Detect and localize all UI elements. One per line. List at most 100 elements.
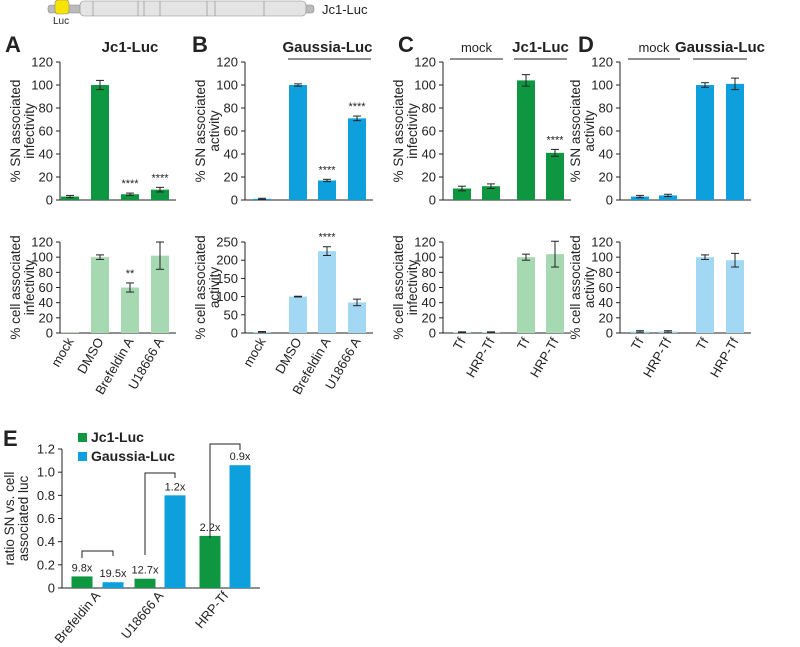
y-tick-label: 50 (224, 307, 238, 322)
comparison-bracket (209, 443, 241, 538)
y-tick-label: 60 (599, 124, 613, 139)
bar (482, 186, 500, 200)
bar (91, 85, 109, 200)
group-label: Gaussia-Luc (675, 39, 765, 56)
y-tick-label: 100 (31, 78, 53, 93)
bar (726, 83, 744, 200)
y-tick-label: 120 (591, 55, 613, 70)
x-tick-label: Tf (693, 335, 712, 353)
subplot-top: 0 20 40 60 80 100 120 % SN associated infectivit… (391, 55, 571, 208)
y-tick-label: 60 (599, 280, 613, 295)
x-tick-label: HRP-Tf (707, 335, 742, 380)
x-tick-label: HRP-Tf (192, 588, 232, 631)
subplot-top: 0 20 40 60 80 100 120 % SN associated infectivit… (8, 55, 176, 208)
panel-label: D (578, 32, 594, 57)
bar (696, 85, 714, 200)
bar (726, 260, 744, 333)
y-tick-label: 1.0 (37, 465, 55, 480)
fold-label: 1.2x (165, 481, 186, 493)
y-tick-label: 1.2 (37, 442, 55, 457)
y-tick-label: 100 (414, 250, 436, 265)
significance-stars: **** (318, 164, 336, 176)
y-tick-label: 200 (216, 253, 238, 268)
y-tick-label: 20 (39, 170, 53, 185)
group-label: Jc1-Luc (512, 39, 569, 56)
y-tick-label: 40 (599, 295, 613, 310)
significance-stars: ** (126, 268, 135, 280)
bar (151, 189, 169, 200)
y-tick-label: 100 (216, 289, 238, 304)
x-tick-label: Brefeldin A (51, 588, 103, 646)
bar (517, 80, 535, 200)
y-tick-label: 20 (422, 310, 436, 325)
y-axis-label: infectivity (405, 103, 420, 159)
bar (289, 85, 307, 200)
y-tick-label: 40 (224, 147, 238, 162)
bar (517, 257, 535, 333)
y-tick-label: 250 (216, 235, 238, 250)
y-axis-label: % SN associated (8, 80, 23, 183)
y-axis-label: activity (207, 267, 222, 309)
y-axis-label: % SN associated (391, 80, 406, 183)
bar (453, 188, 471, 200)
y-tick-label: 120 (31, 55, 53, 70)
y-axis-label: associated luc (16, 475, 31, 561)
y-tick-label: 0.2 (37, 557, 55, 572)
y-tick-label: 120 (414, 55, 436, 70)
legend-label: Jc1-Luc (91, 429, 144, 445)
y-axis-label: % cell associated (193, 235, 208, 339)
panel-label: B (192, 32, 208, 57)
bar (546, 254, 564, 333)
y-tick-label: 60 (224, 124, 238, 139)
group-label: mock (461, 40, 493, 55)
y-tick-label: 100 (591, 250, 613, 265)
y-tick-label: 80 (224, 101, 238, 116)
panel-e: E 0 0.2 0.4 0.6 0.8 1.0 1.2 ratio SN vs. cell ass… (2, 426, 260, 646)
comparison-bracket (144, 472, 176, 555)
bar (546, 152, 564, 200)
y-axis-label: activity (582, 267, 597, 309)
subplot-top: 0 20 40 60 80 100 120 % SN associated activity **… (193, 55, 373, 208)
y-tick-label: 80 (422, 101, 436, 116)
panel-label: E (3, 426, 18, 451)
y-tick-label: 0.4 (37, 534, 55, 549)
y-tick-label: 0 (429, 193, 436, 208)
y-tick-label: 0 (231, 326, 238, 341)
comparison-bracket (81, 550, 114, 558)
y-tick-label: 40 (599, 147, 613, 162)
y-tick-label: 40 (422, 147, 436, 162)
significance-stars: **** (348, 101, 366, 113)
y-tick-label: 0 (429, 326, 436, 341)
legend-swatch (78, 433, 87, 442)
y-tick-label: 80 (599, 265, 613, 280)
y-tick-label: 0 (231, 193, 238, 208)
y-tick-label: 120 (591, 235, 613, 250)
y-tick-label: 60 (39, 280, 53, 295)
y-tick-label: 0.6 (37, 511, 55, 526)
bar (318, 251, 336, 333)
y-tick-label: 100 (216, 78, 238, 93)
y-tick-label: 60 (39, 124, 53, 139)
y-tick-label: 0 (606, 326, 613, 341)
panel-header: Gaussia-Luc (282, 39, 372, 56)
y-tick-label: 100 (31, 250, 53, 265)
y-tick-label: 80 (422, 265, 436, 280)
y-tick-label: 40 (422, 295, 436, 310)
fold-label: 9.8x (72, 562, 93, 574)
bar (348, 302, 366, 333)
y-tick-label: 0 (46, 326, 53, 341)
y-tick-label: 0 (46, 193, 53, 208)
y-tick-label: 120 (216, 55, 238, 70)
y-tick-label: 20 (422, 170, 436, 185)
y-tick-label: 60 (422, 124, 436, 139)
bar-green (134, 578, 156, 588)
bar-blue (164, 495, 186, 588)
y-tick-label: 0 (606, 193, 613, 208)
y-tick-label: 60 (422, 280, 436, 295)
y-axis-label: ratio SN vs. cell (2, 472, 17, 566)
fold-label: 12.7x (132, 565, 159, 577)
panel-label: C (398, 32, 414, 57)
